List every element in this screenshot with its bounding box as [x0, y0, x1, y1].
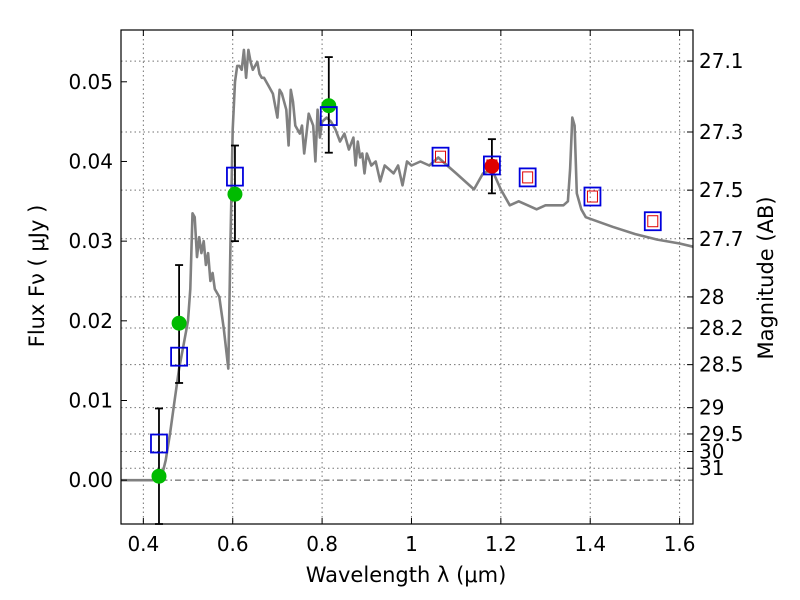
y2-tick-label: 27.7: [699, 227, 744, 251]
y2-tick-label: 27.1: [699, 49, 744, 73]
x-axis-ticks: 0.4 0.6 0.8 1 1.2 1.4 1.6: [127, 30, 696, 556]
y2-tick-label: 27.3: [699, 120, 744, 144]
grid-lines: [121, 30, 693, 524]
x-tick-label: 1.4: [574, 532, 606, 556]
y-tick-label: 0.01: [68, 389, 113, 413]
y2-tick-label: 29.5: [699, 422, 744, 446]
y2-tick-label: 29: [699, 396, 724, 420]
model-photometry-point: [583, 186, 602, 207]
x-tick-label: 0.8: [306, 532, 338, 556]
model-photometry: [150, 106, 662, 454]
model-photometry-inner-mark: [586, 190, 598, 203]
model-photometry-point: [150, 433, 168, 454]
x-tick-label: 0.4: [127, 532, 159, 556]
x-tick-label: 1.6: [664, 532, 696, 556]
y-axis-ticks: 0.00 0.01 0.02 0.03 0.04 0.05: [68, 70, 127, 492]
model-photometry-point: [643, 211, 662, 232]
y2-axis-title: Magnitude (AB): [754, 196, 778, 359]
x-axis-title: Wavelength λ (μm): [306, 563, 507, 587]
model-photometry-inner-mark: [486, 159, 498, 172]
x-tick-label: 1.2: [485, 532, 517, 556]
measured-point: [227, 186, 243, 202]
y-tick-label: 0.02: [68, 309, 113, 333]
y-tick-label: 0.04: [68, 149, 113, 173]
y2-tick-label: 30: [699, 439, 724, 463]
plot-frame: [120, 29, 694, 525]
y2-tick-label: 28.5: [699, 353, 744, 377]
model-photometry-inner-mark: [435, 150, 447, 163]
y2-tick-label: 28: [699, 285, 724, 309]
model-photometry-point: [483, 155, 501, 176]
model-photometry-inner-mark: [647, 215, 659, 228]
x-tick-label: 1: [405, 532, 418, 556]
y2-tick-label: 27.5: [699, 178, 744, 202]
x-tick-label: 0.6: [217, 532, 249, 556]
y-tick-label: 0.03: [68, 229, 113, 253]
model-photometry-point: [431, 146, 450, 167]
model-spectrum: [121, 48, 694, 482]
model-photometry-point: [170, 346, 188, 367]
measured-point: [484, 158, 500, 174]
measured-point: [321, 98, 337, 114]
measured-point: [171, 315, 187, 331]
y-axis-title: Flux Fν ( μJy ): [25, 205, 49, 348]
model-photometry-point: [518, 167, 537, 188]
measured-point: [151, 468, 167, 484]
model-photometry-point: [319, 106, 338, 126]
y-tick-label: 0.00: [68, 468, 113, 492]
y2-tick-label: 28.2: [699, 316, 744, 340]
model-photometry-point: [226, 166, 244, 187]
error-bars: [154, 56, 496, 525]
measured-points: [151, 98, 500, 484]
y2-tick-label: 31: [699, 456, 724, 480]
model-photometry-inner-mark: [522, 171, 534, 184]
y-tick-label: 0.05: [68, 70, 113, 94]
model-spectrum-line: [121, 48, 694, 482]
